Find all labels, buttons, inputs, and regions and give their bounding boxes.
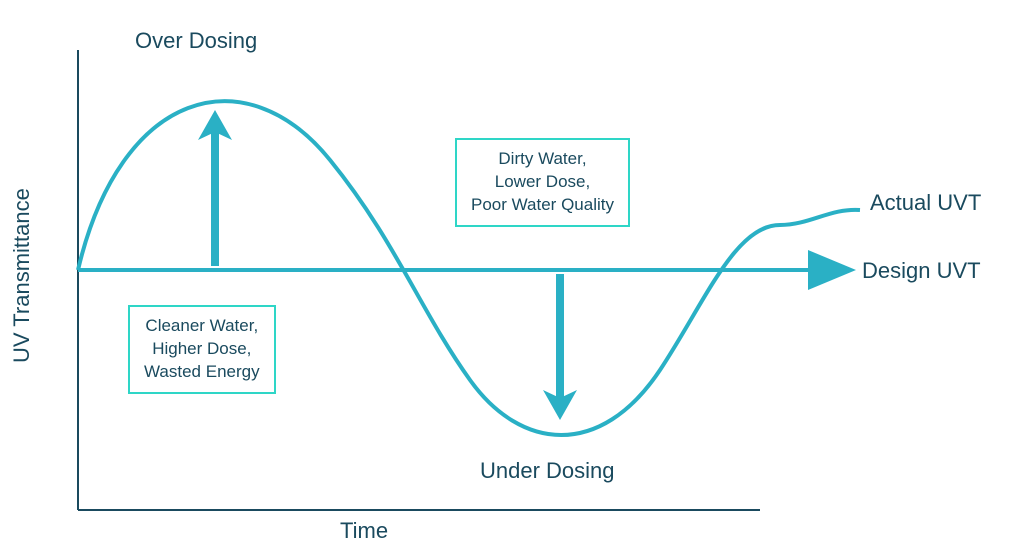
- dirty-line3: Poor Water Quality: [471, 194, 614, 217]
- dirty-water-box: Dirty Water, Lower Dose, Poor Water Qual…: [455, 138, 630, 227]
- cleaner-line1: Cleaner Water,: [144, 315, 260, 338]
- cleaner-water-box: Cleaner Water, Higher Dose, Wasted Energ…: [128, 305, 276, 394]
- over-dosing-label: Over Dosing: [135, 28, 257, 54]
- x-axis-label: Time: [340, 518, 388, 544]
- uv-dosing-chart: UV Transmittance Time Over Dosing Under …: [0, 0, 1024, 552]
- under-dosing-label: Under Dosing: [480, 458, 615, 484]
- dirty-line1: Dirty Water,: [471, 148, 614, 171]
- cleaner-line2: Higher Dose,: [144, 338, 260, 361]
- actual-uvt-label: Actual UVT: [870, 190, 981, 216]
- y-axis-label: UV Transmittance: [9, 188, 35, 363]
- dirty-line2: Lower Dose,: [471, 171, 614, 194]
- design-uvt-label: Design UVT: [862, 258, 981, 284]
- cleaner-line3: Wasted Energy: [144, 361, 260, 384]
